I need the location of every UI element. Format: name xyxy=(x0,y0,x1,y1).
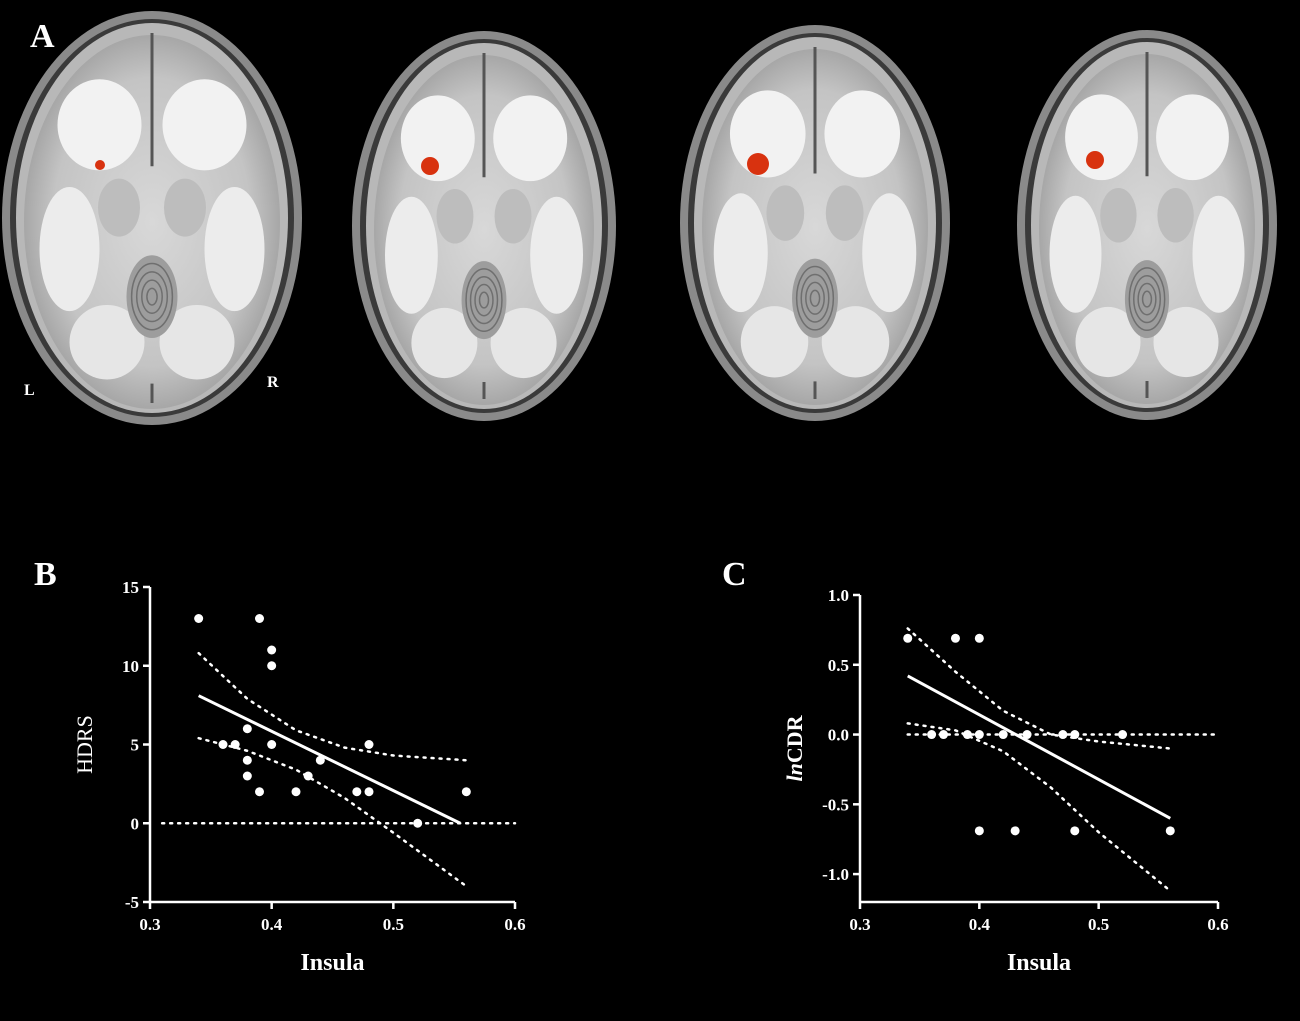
data-point xyxy=(364,740,374,749)
data-point xyxy=(974,730,984,740)
data-point xyxy=(413,818,423,828)
panel-label-c: C xyxy=(722,556,747,593)
data-point xyxy=(974,826,984,836)
brain-slices-figure xyxy=(2,11,1277,425)
data-point xyxy=(218,740,228,749)
ci-upper-band xyxy=(906,627,1172,750)
y-tick-label: 1.0 xyxy=(828,586,849,605)
x-tick-label: 0.4 xyxy=(261,915,283,934)
brain-slice-1 xyxy=(2,11,302,425)
ci-lower-band xyxy=(197,736,468,888)
data-point xyxy=(267,661,277,671)
orientation-right-label: R xyxy=(267,374,279,391)
x-axis-label: Insula xyxy=(300,950,364,976)
x-tick-label: 0.5 xyxy=(1088,915,1109,934)
data-point xyxy=(1070,730,1080,740)
data-point xyxy=(1118,730,1128,740)
data-point xyxy=(962,730,972,740)
data-point xyxy=(1165,826,1175,836)
data-point xyxy=(1058,730,1068,740)
insula-cluster-4 xyxy=(1086,151,1104,169)
ci-lower-band xyxy=(906,722,1172,893)
y-tick-label: -5 xyxy=(125,893,139,912)
brain-slice-4 xyxy=(1017,30,1277,420)
y-tick-label: -1.0 xyxy=(822,865,849,884)
regression-line xyxy=(198,694,461,825)
ci-upper-band xyxy=(197,651,468,762)
y-tick-label: 0.5 xyxy=(828,656,849,675)
data-point xyxy=(352,787,362,797)
brain-slice-2 xyxy=(352,31,616,421)
data-point xyxy=(461,787,471,797)
y-axis-label: HDRS xyxy=(72,715,97,774)
x-tick-label: 0.6 xyxy=(1207,915,1228,934)
regression-line xyxy=(907,674,1171,820)
brain-slice-3 xyxy=(680,25,950,421)
y-tick-label: -0.5 xyxy=(822,795,849,814)
x-tick-label: 0.5 xyxy=(383,915,404,934)
insula-cluster-3 xyxy=(747,153,769,175)
data-point xyxy=(267,740,277,749)
y-tick-label: 0.0 xyxy=(828,726,849,745)
y-tick-label: 0 xyxy=(131,814,140,833)
data-point xyxy=(903,633,913,643)
x-tick-label: 0.3 xyxy=(849,915,870,934)
insula-cluster-2 xyxy=(421,157,439,175)
data-point xyxy=(242,771,252,781)
chart-c-lncdr-vs-insula: 0.3 0.4 0.5 0.6 -1.0 -0.5 0.0 0.5 1.0 Insula lnCDR xyxy=(782,586,1229,976)
data-point xyxy=(939,730,949,740)
data-point xyxy=(998,730,1008,740)
data-point xyxy=(315,755,325,765)
data-point xyxy=(950,633,960,643)
data-point xyxy=(1070,826,1080,836)
orientation-left-label: L xyxy=(24,382,35,399)
data-point xyxy=(1010,826,1020,836)
data-point xyxy=(974,633,984,643)
y-tick-label: 10 xyxy=(122,657,139,676)
data-point xyxy=(267,645,277,655)
x-tick-label: 0.4 xyxy=(969,915,991,934)
data-point xyxy=(303,771,313,781)
chart-b-hdrs-vs-insula: 0.3 0.4 0.5 0.6 -5 0 5 10 15 Insula HDRS xyxy=(72,578,526,976)
data-point xyxy=(927,730,937,740)
panel-label-b: B xyxy=(34,556,57,593)
x-tick-label: 0.3 xyxy=(139,915,160,934)
data-point xyxy=(242,724,252,734)
data-point xyxy=(291,787,301,797)
data-point xyxy=(364,787,374,797)
y-axis-label: lnCDR xyxy=(782,714,807,781)
x-axis-label: Insula xyxy=(1007,950,1071,976)
x-tick-label: 0.6 xyxy=(504,915,525,934)
data-point xyxy=(255,787,264,797)
insula-cluster-1 xyxy=(95,160,105,170)
y-tick-label: 15 xyxy=(122,578,139,597)
data-point xyxy=(194,614,204,623)
data-point xyxy=(1022,730,1032,740)
data-point xyxy=(242,755,252,765)
y-tick-label: 5 xyxy=(131,736,140,755)
data-point xyxy=(255,614,264,623)
panel-label-a: A xyxy=(30,18,55,55)
data-point xyxy=(230,740,240,749)
